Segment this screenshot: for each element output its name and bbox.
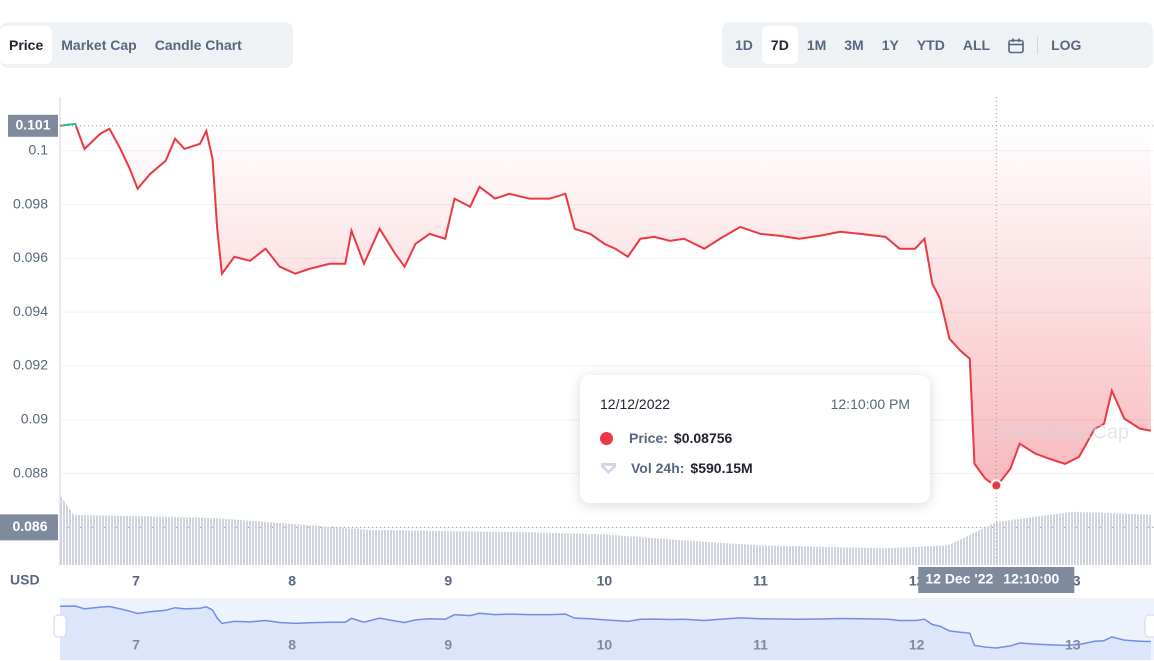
price-value: $0.08756 xyxy=(673,430,733,446)
y-axis-label: USD xyxy=(10,572,40,588)
navigator-handle-left[interactable] xyxy=(53,614,67,638)
x-tick-label: 9 xyxy=(444,573,452,589)
reference-badge xyxy=(8,114,58,137)
y-tick-label: 0.096 xyxy=(13,249,48,265)
tooltip: 12/12/2022 12:10:00 PM Price: $0.08756 V… xyxy=(580,375,930,503)
volume-value: $590.15M xyxy=(690,460,753,476)
y-tick-label: 0.094 xyxy=(13,303,48,319)
tab[interactable]: Candle Chart xyxy=(154,37,242,53)
price-area xyxy=(60,123,1151,487)
calendar-icon xyxy=(1008,38,1024,54)
navigator-tick-label: 12 xyxy=(909,637,925,653)
crosshair-x-badge xyxy=(918,567,1075,593)
range[interactable]: LOG xyxy=(1051,37,1082,53)
watermark: CoinMarketCap xyxy=(990,421,1129,443)
volume-area xyxy=(60,495,1151,565)
range[interactable]: 1M xyxy=(806,37,827,53)
crosshair-time: 12:10:00 xyxy=(1003,571,1059,587)
y-tick-label: 0.092 xyxy=(13,357,48,373)
range[interactable]: 1Y xyxy=(881,37,899,53)
navigator-tick-label: 9 xyxy=(444,637,452,653)
navigator-line xyxy=(59,605,1151,649)
x-tick-label: 7 xyxy=(132,573,140,589)
volume-icon xyxy=(601,462,616,474)
y-tick-label: 0.098 xyxy=(13,195,48,211)
volume-key: Vol 24h: xyxy=(631,460,685,476)
range[interactable]: ALL xyxy=(962,37,991,53)
range[interactable]: 1D xyxy=(735,37,753,53)
price-key: Price: xyxy=(629,430,668,446)
navigator-tick-label: 13 xyxy=(1065,637,1081,653)
y-tick-label: 0.088 xyxy=(13,464,48,480)
reference-label: 0.101 xyxy=(15,116,50,132)
x-tick-label: 11 xyxy=(753,573,768,589)
navigator-tick-label: 11 xyxy=(753,637,768,653)
y-tick-label: 0.086 xyxy=(12,518,47,534)
range[interactable]: 3M xyxy=(844,37,864,53)
navigator-tick-label: 10 xyxy=(597,637,613,653)
range[interactable]: 7D xyxy=(761,26,798,64)
hover-point xyxy=(990,479,1003,492)
price-line xyxy=(60,125,1152,489)
navigator-handle-right[interactable] xyxy=(1144,614,1154,638)
y-tick-badge xyxy=(0,514,58,541)
tab[interactable]: Market Cap xyxy=(61,37,137,53)
x-tick-label: 8 xyxy=(288,573,296,589)
y-tick-label: 0.1 xyxy=(29,141,49,157)
tooltip-time: 12:10:00 PM xyxy=(830,396,910,412)
price-dot xyxy=(600,431,613,445)
x-tick-label: 10 xyxy=(597,573,613,589)
y-tick-label: 0.09 xyxy=(21,410,48,426)
crosshair-date: 12 Dec '22 xyxy=(925,571,993,587)
tab[interactable]: Price xyxy=(0,26,53,64)
separator xyxy=(1037,36,1039,54)
range[interactable]: YTD xyxy=(916,37,945,53)
navigator-tick-label: 7 xyxy=(132,637,140,653)
navigator-tick-label: 8 xyxy=(288,637,296,653)
range-tabs: 1D 7D 1M 3M 1Y YTD ALL LOG xyxy=(722,22,1153,68)
calendar-button[interactable] xyxy=(999,26,1033,64)
chart-type-tabs: Price Market Cap Candle Chart xyxy=(0,22,293,68)
tooltip-date: 12/12/2022 xyxy=(600,396,671,412)
